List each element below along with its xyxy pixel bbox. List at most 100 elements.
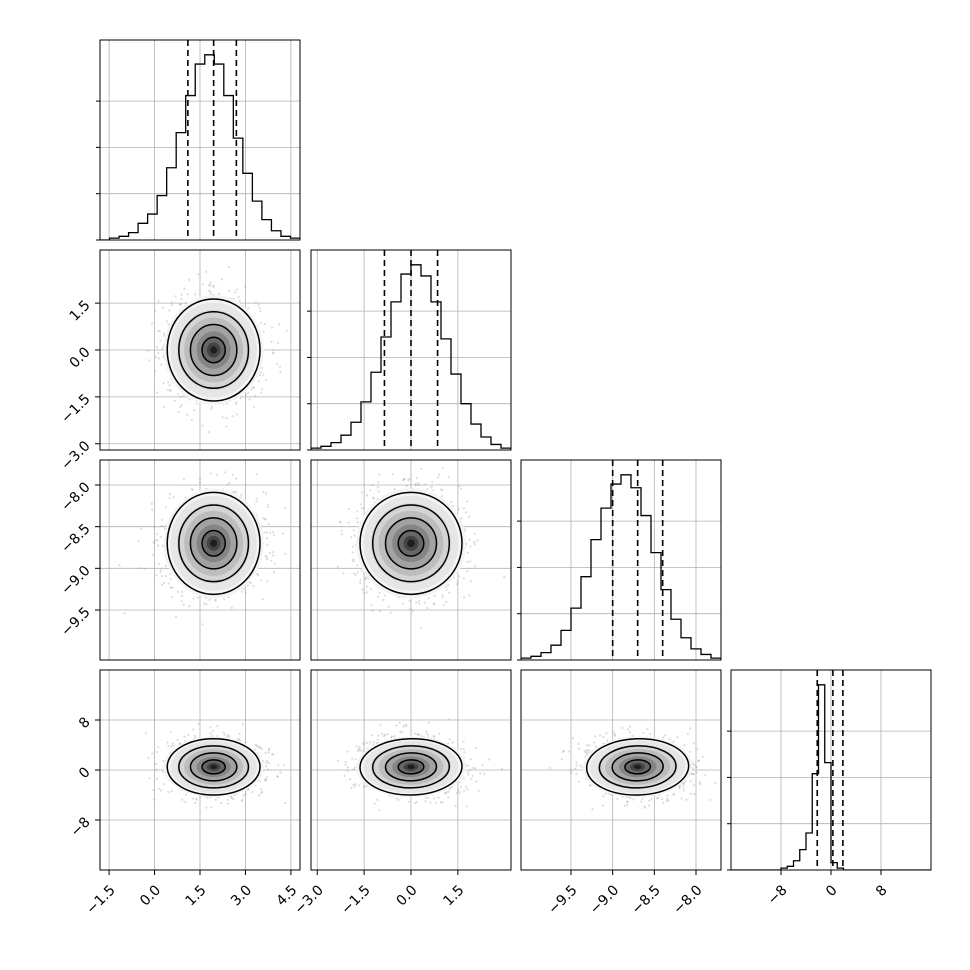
sample-point — [176, 590, 179, 593]
sample-point — [265, 558, 269, 561]
sample-point — [123, 612, 126, 615]
sample-point — [370, 604, 373, 607]
sample-point — [157, 329, 160, 332]
density-level-9 — [210, 346, 218, 354]
tick-label-y-1: −9.5 — [58, 604, 93, 639]
panel-frame — [99, 459, 301, 661]
sample-point — [464, 511, 468, 514]
sample-point — [268, 531, 272, 535]
sample-point — [277, 764, 280, 767]
sample-point — [169, 578, 172, 581]
sample-point — [338, 520, 341, 523]
sample-point — [171, 595, 174, 599]
sample-point — [242, 587, 245, 591]
joint-panel-4-1: −808−1.5 0.0 1.5 3.0 4.5 — [68, 669, 301, 918]
sample-point — [179, 406, 182, 409]
sample-point — [155, 355, 158, 359]
sample-point — [441, 489, 444, 492]
sample-point — [268, 747, 271, 750]
sample-point — [162, 405, 165, 409]
sample-point — [340, 529, 343, 533]
sample-point — [267, 523, 270, 526]
sample-point — [440, 495, 443, 498]
sample-point — [216, 606, 219, 609]
sample-point — [192, 597, 195, 600]
sample-point — [366, 591, 369, 594]
sample-point — [265, 378, 268, 381]
sample-point — [447, 475, 450, 478]
sample-point — [258, 780, 261, 783]
contour-line-1 — [397, 529, 425, 557]
sample-point — [171, 586, 174, 590]
sample-point — [210, 806, 213, 809]
sample-point — [356, 510, 359, 513]
sample-point — [282, 532, 285, 535]
sample-point — [214, 599, 217, 602]
sample-point — [157, 544, 160, 547]
tick-label-y-2: −9.0 — [58, 563, 93, 598]
sample-point — [272, 534, 276, 537]
sample-point — [356, 564, 359, 567]
panel-frame — [310, 249, 512, 451]
sample-point — [173, 399, 176, 402]
sample-point — [424, 483, 427, 486]
sample-point — [233, 490, 236, 493]
sample-point — [469, 580, 473, 583]
sample-point — [201, 424, 204, 427]
sample-point — [350, 536, 353, 539]
sample-point — [155, 768, 158, 771]
sample-point — [403, 477, 406, 480]
sample-point — [227, 596, 230, 599]
sample-point — [441, 594, 444, 597]
sample-point — [162, 355, 165, 358]
sample-point — [178, 303, 182, 306]
sample-point — [214, 598, 217, 601]
sample-point — [198, 481, 202, 484]
tick-label-y-3: −8.5 — [58, 521, 93, 556]
sample-point — [155, 750, 158, 754]
sample-point — [255, 497, 259, 500]
sample-point — [192, 797, 195, 800]
sample-point — [402, 478, 406, 481]
tick-label-y-1: −3.0 — [58, 438, 93, 473]
contour-line-4 — [359, 491, 463, 596]
sample-point — [278, 365, 281, 368]
sample-point — [265, 537, 268, 540]
sample-point — [239, 397, 242, 400]
sample-point — [264, 765, 267, 768]
sample-point — [258, 306, 261, 309]
sample-point — [262, 491, 265, 494]
sample-point — [363, 592, 366, 595]
sample-point — [457, 508, 460, 511]
sample-point — [159, 535, 163, 538]
sample-point — [360, 507, 363, 510]
sample-point — [262, 517, 265, 520]
sample-point — [265, 531, 268, 534]
sample-point — [261, 366, 264, 370]
sample-point — [442, 603, 445, 607]
sample-point — [207, 431, 211, 434]
sample-point — [156, 346, 159, 349]
sample-point — [252, 386, 255, 389]
sample-point — [265, 776, 268, 779]
sample-point — [417, 599, 420, 603]
sample-point — [256, 574, 259, 577]
sample-point — [432, 602, 435, 605]
sample-point — [352, 558, 355, 561]
sample-point — [260, 388, 264, 391]
histogram-panel-1 — [96, 39, 301, 241]
sample-point — [259, 321, 262, 324]
sample-point — [184, 793, 187, 796]
sample-point — [182, 478, 185, 481]
sample-point — [262, 330, 265, 333]
sample-point — [263, 322, 266, 326]
sample-point — [164, 574, 167, 578]
sample-point — [423, 601, 426, 604]
sample-point — [426, 488, 429, 491]
sample-point — [437, 476, 440, 479]
sample-point — [209, 732, 212, 735]
sample-point — [261, 790, 264, 793]
sample-point — [153, 541, 156, 544]
sample-point — [426, 607, 429, 610]
sample-point — [277, 341, 280, 345]
